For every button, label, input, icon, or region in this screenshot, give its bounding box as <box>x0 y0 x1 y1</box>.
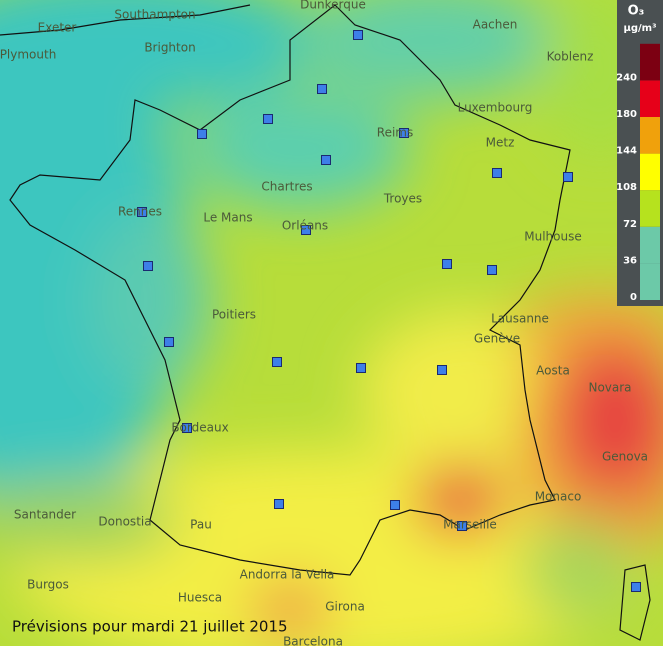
place-label: Plymouth <box>0 48 56 62</box>
place-label: Novara <box>588 381 631 395</box>
stations <box>137 30 641 592</box>
place-label: Monaco <box>535 490 582 504</box>
station-marker <box>137 207 147 217</box>
legend-band <box>640 43 660 81</box>
place-label: Troyes <box>383 192 422 206</box>
place-label: Genève <box>474 332 520 346</box>
legend-tick-label: 144 <box>616 146 637 157</box>
station-marker <box>399 128 409 138</box>
place-label: Santander <box>14 508 76 522</box>
place-label: Donostia <box>98 515 151 529</box>
place-label: Marseille <box>443 518 497 532</box>
place-label: Huesca <box>178 591 222 605</box>
station-marker <box>487 265 497 275</box>
station-marker <box>182 423 192 433</box>
place-label: Southampton <box>114 8 195 22</box>
station-marker <box>442 259 452 269</box>
place-label: Koblenz <box>547 50 594 64</box>
place-label: Andorra la Vella <box>240 568 335 582</box>
place-label: Girona <box>325 600 365 614</box>
place-label: Bordeaux <box>171 421 228 435</box>
place-label: Reims <box>377 126 413 140</box>
station-marker <box>164 337 174 347</box>
station-marker <box>631 582 641 592</box>
place-label: Poitiers <box>212 308 256 322</box>
place-label: Luxembourg <box>458 101 533 115</box>
legend-tick-label: 240 <box>616 72 637 83</box>
place-label: Burgos <box>27 578 69 592</box>
station-marker <box>563 172 573 182</box>
station-marker <box>263 114 273 124</box>
legend-title: O₃ <box>628 4 645 19</box>
station-marker <box>353 30 363 40</box>
station-marker <box>457 521 467 531</box>
legend-tick-label: 72 <box>623 219 637 230</box>
place-label: Mulhouse <box>524 230 581 244</box>
station-marker <box>274 499 284 509</box>
place-label: Pau <box>190 518 212 532</box>
legend-band <box>640 117 660 154</box>
place-label: Exeter <box>38 21 77 35</box>
legend-band <box>640 80 660 117</box>
legend-band <box>640 153 660 191</box>
station-marker <box>197 129 207 139</box>
place-label: Genova <box>602 450 648 464</box>
caption: Prévisions pour mardi 21 juillet 2015 <box>12 618 288 636</box>
station-marker <box>356 363 366 373</box>
legend-band <box>640 226 660 264</box>
place-label: Aosta <box>536 364 570 378</box>
station-marker <box>492 168 502 178</box>
place-label: Chartres <box>261 180 312 194</box>
place-label: Dunkerque <box>300 0 366 12</box>
legend-tick-label: 108 <box>616 182 637 193</box>
station-marker <box>143 261 153 271</box>
station-marker <box>437 365 447 375</box>
place-label: Rennes <box>118 205 162 219</box>
place-label: Aachen <box>473 18 518 32</box>
legend-tick-label: 0 <box>630 292 637 303</box>
station-marker <box>390 500 400 510</box>
legend-tick-label: 180 <box>616 109 637 120</box>
place-label: Barcelona <box>283 635 343 646</box>
legend-band <box>640 263 660 300</box>
coastlines <box>0 4 651 641</box>
place-label: Le Mans <box>203 211 252 225</box>
station-marker <box>272 357 282 367</box>
station-marker <box>321 155 331 165</box>
legend-tick-label: 36 <box>623 255 637 266</box>
place-label: Metz <box>486 136 515 150</box>
place-label: Lausanne <box>491 312 549 326</box>
place-labels: Southampton Exeter Plymouth Brighton Dunkerq… <box>0 0 648 646</box>
station-marker <box>301 225 311 235</box>
legend: O₃ µg/m³ 0 36 72 108 144 180 240 <box>616 0 663 306</box>
station-marker <box>317 84 327 94</box>
legend-unit: µg/m³ <box>624 23 657 34</box>
place-label: Orléans <box>282 219 328 233</box>
legend-band <box>640 190 660 227</box>
place-label: Brighton <box>144 41 195 55</box>
